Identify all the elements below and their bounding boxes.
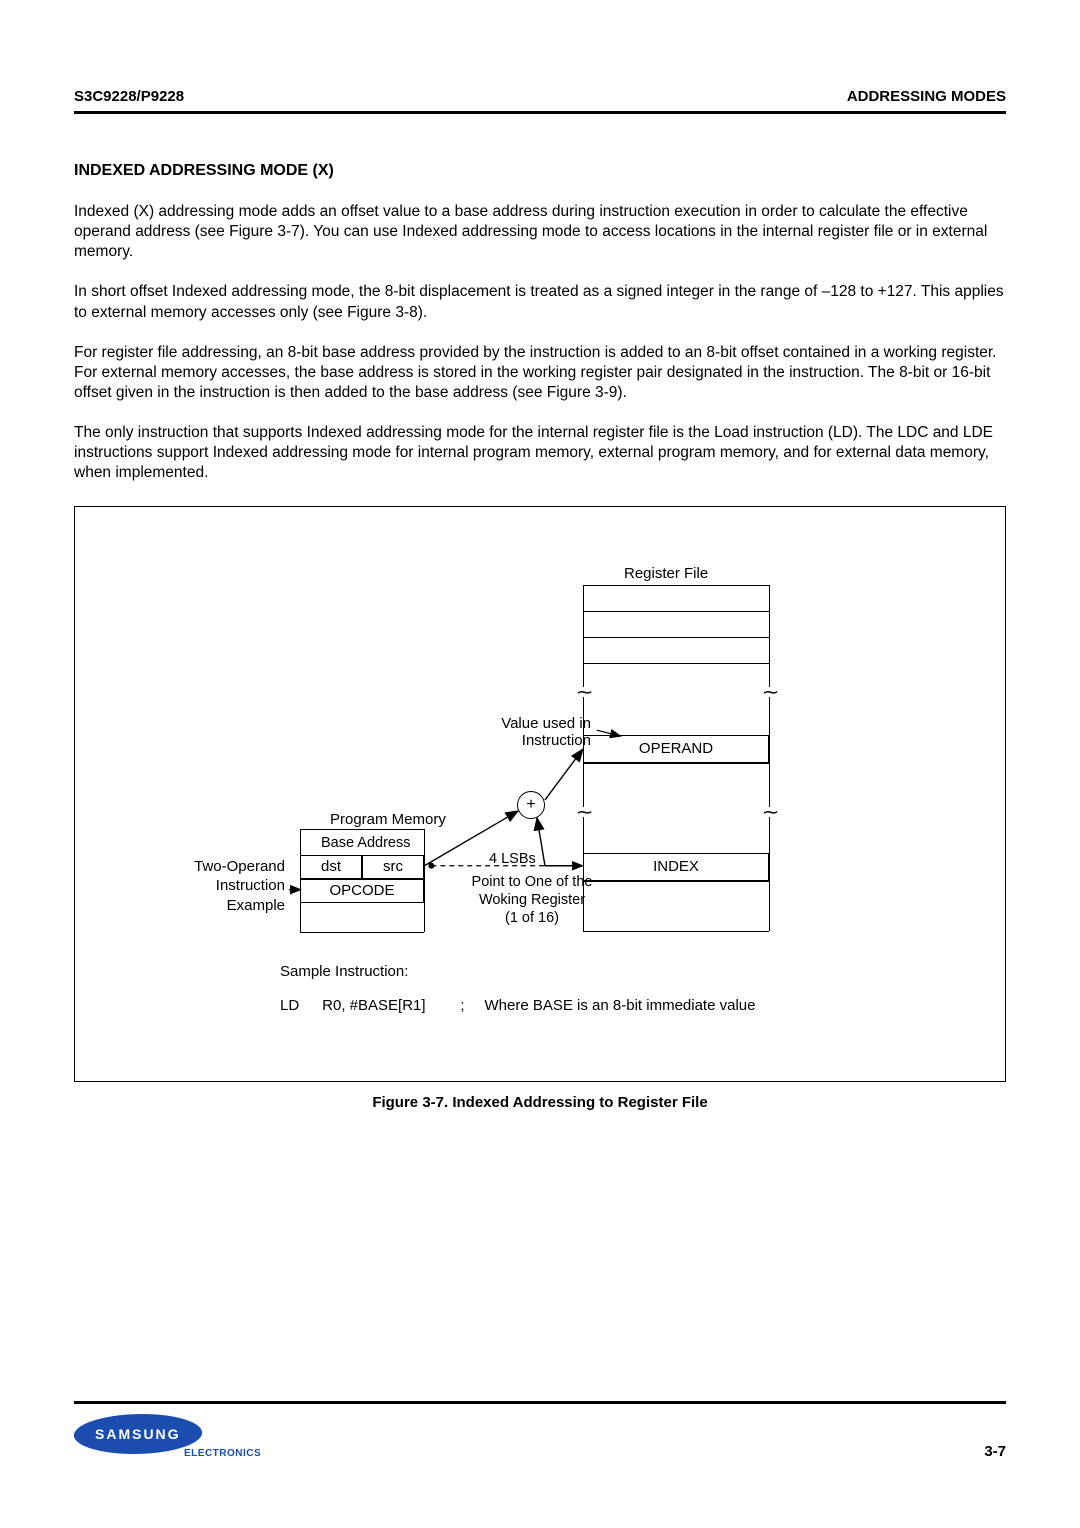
section-title: INDEXED ADDRESSING MODE (X) (74, 162, 1006, 180)
opcode-cell: OPCODE (300, 879, 424, 903)
paragraph: For register file addressing, an 8-bit b… (74, 343, 1006, 403)
paragraph: The only instruction that supports Index… (74, 423, 1006, 483)
break-tilde: ∼ (575, 807, 593, 818)
break-tilde: ∼ (761, 807, 779, 818)
program-memory-label: Program Memory (330, 811, 446, 828)
header-left: S3C9228/P9228 (74, 88, 184, 105)
base-address-label: Base Address (321, 835, 410, 851)
sample-instruction: LD R0, #BASE[R1] ; Where BASE is an 8-bi… (280, 997, 755, 1014)
samsung-logo: SAMSUNG ELECTRONICS (74, 1414, 254, 1460)
figure-caption: Figure 3-7. Indexed Addressing to Regist… (74, 1094, 1006, 1111)
page-header: S3C9228/P9228 ADDRESSING MODES (74, 88, 1006, 114)
dst-cell: dst (300, 855, 362, 879)
page-footer: SAMSUNG ELECTRONICS 3-7 (74, 1401, 1006, 1460)
operand-cell: OPERAND (583, 735, 769, 763)
src-cell: src (362, 855, 424, 879)
paragraph: In short offset Indexed addressing mode,… (74, 282, 1006, 322)
register-file-label: Register File (624, 565, 708, 582)
break-tilde: ∼ (575, 687, 593, 698)
plus-node: + (517, 791, 545, 819)
figure-box: Register File ∼ ∼ OPERAND ∼ ∼ INDEX Valu… (74, 506, 1006, 1082)
point-to-label: Point to One of the Woking Register (1 o… (452, 873, 612, 927)
sample-title: Sample Instruction: (280, 963, 408, 980)
value-used-label: Value used in Instruction (491, 715, 591, 749)
break-tilde: ∼ (761, 687, 779, 698)
page-number: 3-7 (984, 1443, 1006, 1460)
header-right: ADDRESSING MODES (847, 88, 1006, 105)
two-operand-label: Two-Operand Instruction Example (175, 857, 285, 916)
paragraph: Indexed (X) addressing mode adds an offs… (74, 202, 1006, 262)
four-lsbs-label: 4 LSBs (489, 851, 536, 867)
